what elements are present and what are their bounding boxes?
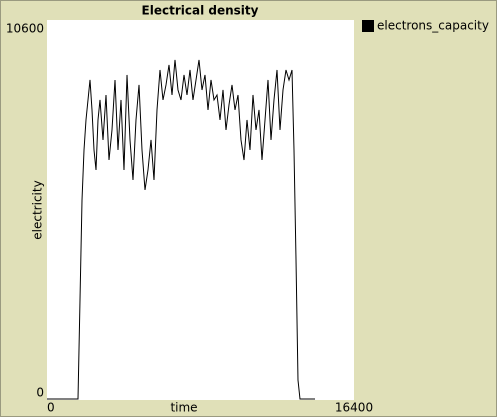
legend-label: electrons_capacity — [377, 19, 489, 33]
plot-area — [47, 20, 354, 400]
legend-swatch — [362, 20, 374, 32]
chart-title: Electrical density — [142, 4, 259, 18]
x-axis-label: time — [170, 401, 197, 415]
y-axis-label: electricity — [31, 180, 45, 239]
y-tick-label: 0 — [36, 386, 44, 400]
data-line — [47, 59, 316, 400]
x-tick-label: 16400 — [335, 401, 373, 415]
y-tick-label: 10600 — [6, 22, 44, 36]
x-tick-label: 0 — [47, 401, 55, 415]
